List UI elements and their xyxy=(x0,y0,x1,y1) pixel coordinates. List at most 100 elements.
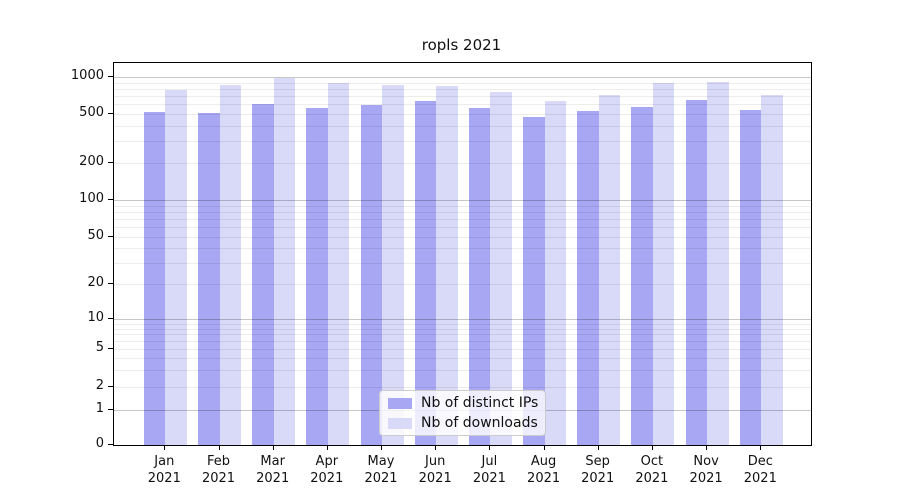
x-tick-year: 2021 xyxy=(418,471,452,486)
y-tick-mark xyxy=(108,318,113,319)
legend-entry-distinct-ips: Nb of distinct IPs xyxy=(380,395,545,411)
x-tick-mark xyxy=(272,446,274,450)
bar-downloads-apr xyxy=(327,83,350,445)
x-tick-mark xyxy=(218,446,220,450)
x-tick-label: Sep 2021 xyxy=(567,453,629,487)
y-tick-label: 20 xyxy=(87,275,104,290)
x-tick-month: Apr xyxy=(315,454,339,469)
legend: Nb of distinct IPs Nb of downloads xyxy=(379,390,546,436)
x-tick-label: Jul 2021 xyxy=(458,453,520,487)
bar-downloads-feb xyxy=(219,84,241,445)
y-tick-label: 0 xyxy=(95,436,104,451)
x-tick-mark xyxy=(543,446,545,450)
x-tick-label: Mar 2021 xyxy=(242,453,304,487)
x-tick-month: Jul xyxy=(481,454,498,469)
legend-swatch-distinct-ips xyxy=(388,397,412,409)
bar-distinct-ips-aug xyxy=(523,117,545,445)
bar-distinct-ips-jun xyxy=(414,100,437,445)
y-tick-mark xyxy=(108,76,113,77)
x-tick-year: 2021 xyxy=(527,471,561,486)
x-tick-mark xyxy=(706,446,708,450)
bar-distinct-ips-may xyxy=(360,104,382,445)
y-tick-mark xyxy=(108,199,113,200)
x-tick-year: 2021 xyxy=(472,471,506,486)
bar-distinct-ips-oct xyxy=(631,106,653,445)
x-tick-year: 2021 xyxy=(581,471,615,486)
x-tick-year: 2021 xyxy=(635,471,669,486)
x-tick-month: Dec xyxy=(747,454,773,469)
bar-downloads-oct xyxy=(652,83,675,445)
bars-layer xyxy=(114,63,811,445)
legend-label-downloads: Nb of downloads xyxy=(421,415,538,431)
x-tick-month: Sep xyxy=(585,454,610,469)
x-tick-year: 2021 xyxy=(689,471,723,486)
x-tick-mark xyxy=(489,446,491,450)
x-tick-mark xyxy=(164,446,166,450)
y-tick-label: 5 xyxy=(95,340,104,355)
x-tick-month: Nov xyxy=(693,454,719,469)
x-tick-year: 2021 xyxy=(201,471,236,486)
x-tick-label: Jun 2021 xyxy=(404,453,466,487)
y-tick-label: 200 xyxy=(79,154,104,169)
x-tick-year: 2021 xyxy=(310,471,344,486)
y-tick-label: 50 xyxy=(87,228,104,243)
x-tick-mark xyxy=(381,446,382,450)
x-tick-mark xyxy=(651,446,653,450)
y-tick-label: 1 xyxy=(95,401,104,416)
bar-distinct-ips-apr xyxy=(306,108,328,445)
bar-distinct-ips-dec xyxy=(739,109,762,445)
bar-distinct-ips-mar xyxy=(252,104,274,445)
y-tick-mark xyxy=(108,162,113,163)
y-tick-mark xyxy=(108,386,113,387)
x-tick-label: May 2021 xyxy=(350,453,412,487)
bar-downloads-nov xyxy=(707,81,729,445)
y-tick-label: 100 xyxy=(79,191,104,206)
x-tick-month: Jan xyxy=(154,454,175,469)
y-tick-mark xyxy=(108,113,113,114)
x-tick-label: Apr 2021 xyxy=(296,453,358,487)
x-tick-month: Oct xyxy=(640,454,664,469)
bar-downloads-dec xyxy=(761,94,783,445)
x-tick-month: Aug xyxy=(530,454,557,469)
y-tick-label: 2 xyxy=(95,378,104,393)
x-tick-month: May xyxy=(367,454,395,469)
x-tick-mark xyxy=(760,446,762,450)
bar-downloads-jan xyxy=(165,89,187,445)
bar-downloads-may xyxy=(382,84,404,445)
x-tick-month: Jun xyxy=(425,454,446,469)
x-tick-label: Aug 2021 xyxy=(513,453,575,487)
y-tick-label: 10 xyxy=(87,310,104,325)
bar-downloads-jul xyxy=(490,91,512,445)
bar-downloads-jun xyxy=(436,85,458,445)
x-tick-month: Feb xyxy=(206,454,231,469)
y-tick-label: 500 xyxy=(79,105,104,120)
bar-distinct-ips-nov xyxy=(685,99,708,445)
bar-distinct-ips-feb xyxy=(198,113,220,445)
bar-downloads-mar xyxy=(273,77,296,445)
y-tick-label: 1000 xyxy=(70,68,104,83)
y-tick-mark xyxy=(108,444,113,445)
x-tick-month: Mar xyxy=(260,454,285,469)
legend-label-distinct-ips: Nb of distinct IPs xyxy=(421,395,539,411)
x-tick-label: Dec 2021 xyxy=(729,453,791,487)
bar-distinct-ips-sep xyxy=(577,111,599,445)
y-tick-mark xyxy=(108,283,113,284)
x-tick-label: Nov 2021 xyxy=(675,453,737,487)
x-tick-label: Jan 2021 xyxy=(133,453,195,487)
plot-area: Nb of distinct IPs Nb of downloads xyxy=(113,62,812,446)
legend-entry-downloads: Nb of downloads xyxy=(380,415,545,431)
x-tick-mark xyxy=(326,446,328,450)
bar-downloads-aug xyxy=(544,100,567,445)
x-tick-mark xyxy=(435,446,437,450)
x-tick-year: 2021 xyxy=(743,471,777,486)
chart-title: ropls 2021 xyxy=(421,36,502,54)
x-tick-mark xyxy=(597,446,599,450)
bar-downloads-sep xyxy=(598,94,621,445)
y-tick-mark xyxy=(108,348,113,349)
x-tick-year: 2021 xyxy=(147,471,181,486)
y-tick-mark xyxy=(108,409,113,410)
legend-swatch-downloads xyxy=(388,417,412,429)
x-tick-year: 2021 xyxy=(364,471,398,486)
x-tick-label: Oct 2021 xyxy=(621,453,683,487)
